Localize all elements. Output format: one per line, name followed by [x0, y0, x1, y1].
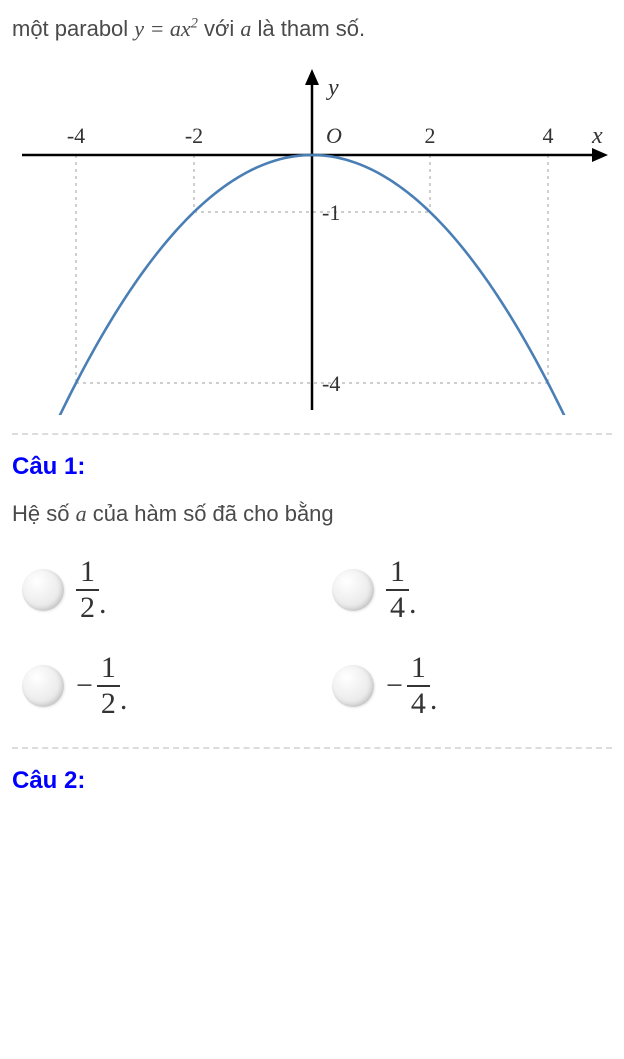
eq-lhs: y [134, 16, 144, 41]
svg-text:-4: -4 [322, 371, 340, 396]
eq-x: x [181, 16, 191, 41]
option-value: − 1 2 . [76, 653, 127, 719]
qtext-param: a [76, 501, 87, 526]
option-a[interactable]: 1 2 . [22, 557, 292, 623]
radio-icon[interactable] [22, 665, 64, 707]
svg-text:-2: -2 [185, 123, 203, 148]
minus-icon: − [386, 669, 403, 703]
parabola-graph: -4 -2 2 4 -1 -4 Oy x [12, 65, 612, 415]
eq-exp: 2 [191, 16, 198, 32]
option-d[interactable]: − 1 4 . [332, 653, 602, 719]
divider [12, 433, 612, 435]
period-icon: . [409, 587, 417, 621]
next-question-heading: Câu 2: [12, 767, 612, 795]
option-value: 1 4 . [386, 557, 417, 623]
intro-suffix: là tham số. [251, 16, 365, 41]
intro-param: a [240, 16, 251, 41]
svg-text:x: x [591, 123, 603, 149]
graph-svg: -4 -2 2 4 -1 -4 Oy x [12, 65, 612, 415]
option-value: − 1 4 . [386, 653, 437, 719]
period-icon: . [120, 683, 128, 717]
svg-text:-1: -1 [322, 200, 340, 225]
question-heading: Câu 1: [12, 453, 612, 481]
frac-den: 4 [407, 687, 430, 719]
radio-icon[interactable] [332, 665, 374, 707]
frac-num: 1 [97, 653, 120, 685]
minus-icon: − [76, 669, 93, 703]
frac-num: 1 [386, 557, 409, 589]
eq-a: a [170, 16, 181, 41]
frac-den: 2 [76, 591, 99, 623]
frac-den: 4 [386, 591, 409, 623]
option-b[interactable]: 1 4 . [332, 557, 602, 623]
question-text: Hệ số a của hàm số đã cho bằng [12, 501, 612, 527]
option-c[interactable]: − 1 2 . [22, 653, 292, 719]
svg-text:-4: -4 [67, 123, 85, 148]
intro-text: một parabol y = ax2 với a là tham số. [12, 12, 612, 45]
svg-text:O: O [326, 123, 342, 148]
qtext-suffix: của hàm số đã cho bằng [87, 501, 334, 526]
svg-text:4: 4 [543, 123, 554, 148]
divider [12, 747, 612, 749]
svg-text:y: y [326, 75, 339, 101]
intro-prefix: một parabol [12, 16, 134, 41]
qtext-prefix: Hệ số [12, 501, 76, 526]
eq-equals: = [144, 16, 170, 41]
frac-num: 1 [76, 557, 99, 589]
radio-icon[interactable] [22, 569, 64, 611]
option-value: 1 2 . [76, 557, 107, 623]
frac-num: 1 [407, 653, 430, 685]
radio-icon[interactable] [332, 569, 374, 611]
period-icon: . [430, 683, 438, 717]
period-icon: . [99, 587, 107, 621]
frac-den: 2 [97, 687, 120, 719]
svg-text:2: 2 [425, 123, 436, 148]
options-grid: 1 2 . 1 4 . − 1 2 . − [12, 557, 612, 729]
intro-middle: với [198, 16, 241, 41]
